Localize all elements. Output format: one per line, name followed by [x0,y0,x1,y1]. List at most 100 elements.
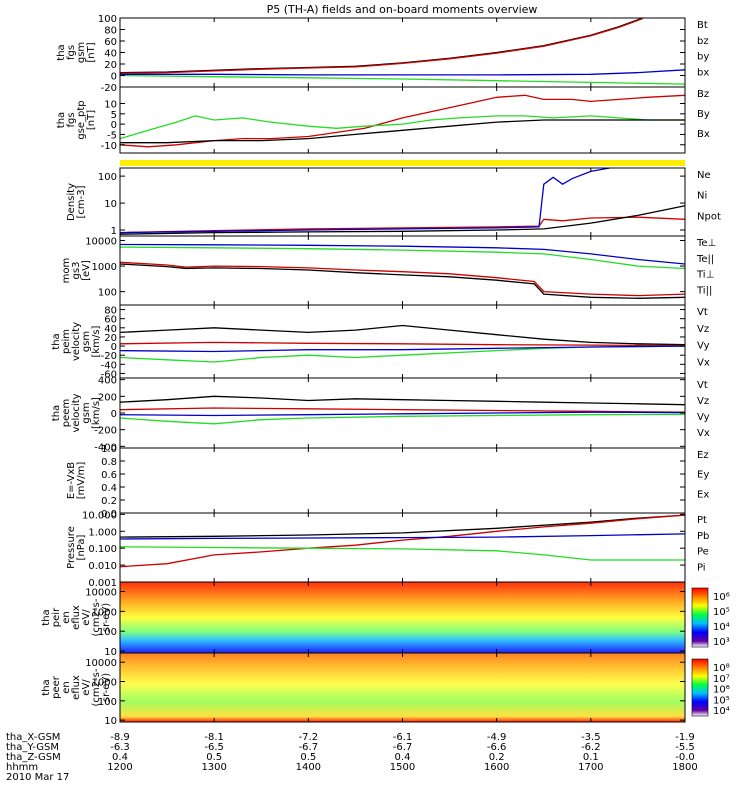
x-row-value: 0.5 [300,752,316,763]
y-tick-label: -40 [101,360,117,371]
colorbar-label: 10⁴ [713,706,730,717]
y-label-line: gsm [76,42,87,63]
x-row-value: 0.4 [112,752,128,763]
x-row-value: 1800 [672,762,697,773]
series-line-Pb [119,514,686,568]
y-label-line: E=-VxB [66,462,77,499]
series-line-Bz [119,94,686,148]
colorbar-label: 10⁵ [713,695,730,706]
y-axis-label: tha fgs gsm [nT] [56,42,97,63]
heatmap-spectrogram [120,582,685,653]
panel-2 [120,160,685,166]
x-row-value: -3.5 [581,732,601,743]
series-line-bz [119,17,643,74]
y-label-line: peer [51,675,62,699]
y-tick-label: 10 [104,647,117,658]
y-axis-label: mom gs3 [eV] [61,258,92,284]
x-row-label: hhmm [6,762,38,773]
y-axis-label: tha peer en eflux eV/(cm2-s-sr-eV) [41,668,112,706]
x-row-value: 1500 [390,762,415,773]
series-line-Vt [119,324,686,346]
panel-frame [119,304,686,379]
x-row-value: 0.2 [489,752,505,763]
y-label-line: tha [41,609,52,625]
x-row-value: 1600 [484,762,509,773]
y-tick-label: -60 [101,369,117,380]
series-line-Te⊥ [119,261,686,297]
y-tick-label: 0 [111,409,117,420]
y-tick-label: 400 [98,376,117,387]
y-tick-label: 100 [98,288,117,299]
colorbar-label: 10⁷ [713,674,730,685]
colorbar [691,658,709,717]
x-row-value: -6.6 [487,742,507,753]
series-line-Vx [119,345,686,353]
y-label-line: [nT] [86,42,97,62]
y-axis-label: Pressure [nPa] [66,526,87,569]
x-row-label: tha_X-GSM [6,732,60,743]
y-label-line: eV/ [81,679,92,696]
y-tick-label: -20 [101,83,117,94]
y-label-line: Density [66,183,77,221]
y-label-line: velocity [71,322,82,361]
x-row-label: tha_Z-GSM [6,752,61,763]
legend-entry-Vt: Vt [697,307,708,318]
panel-frame [119,167,686,237]
x-row-value: 1400 [296,762,321,773]
y-tick-label: 20 [104,60,117,71]
series-line-Pt [119,514,686,538]
y-tick-label: 1000 [92,607,117,618]
y-axis-label: tha fgs gse_ptp [nT] [56,100,97,139]
series-line-Pi [119,533,686,540]
colorbar-label: 10⁵ [713,607,730,618]
y-tick-label: 10 [104,716,117,727]
panel-9: 10⁶ 10⁵ 10⁴ 10³ 10000 1000 100 10 tha peir en eflux… [41,581,730,658]
legend-entry-Pb: Pb [697,531,709,542]
y-label-line: en [61,681,72,694]
y-tick-label: 80 [104,306,117,317]
x-row-value: 0.1 [583,752,599,763]
series-line-Vy [119,345,686,363]
series-line-Vz [119,341,686,347]
y-axis-label: tha peem velocity gsm [km/s] [51,393,102,432]
legend-entry-Vx: Vx [697,357,710,368]
x-row-value: -6.7 [299,742,319,753]
series-line-Bx [120,119,685,144]
colorbar-label: 10³ [713,637,730,648]
y-tick-label: 0.0 [101,509,117,520]
y-label-line: gs3 [71,262,82,280]
x-date-label: 2010 Mar 17 [6,772,69,783]
x-row-value: -6.5 [204,742,224,753]
y-tick-label: 0 [111,72,117,83]
y-label-line: peir [51,607,62,627]
y-tick-label: 0 [111,342,117,353]
colorbar-label: 10⁴ [713,622,730,633]
legend-entry-by: by [697,52,709,63]
y-axis-label: tha peir en eflux eV/(cm2-s-sr-eV) [41,598,112,636]
y-axis-label: E=-VxB [mV/m] [66,462,87,500]
legend-entry-Ne: Ne [697,170,711,181]
y-tick-label: 1 [111,226,117,237]
y-tick-label: 10000 [85,237,117,248]
y-label-line: [nT] [86,110,97,130]
y-tick-label: -10 [101,141,117,152]
flag-band [120,160,685,166]
y-label-line: gse_ptp [76,100,87,139]
y-label-line: (cm2-s- [91,668,102,706]
heatmap-spectrogram [120,653,685,722]
legend-entry-Npot: Npot [697,211,721,222]
y-tick-label: 100 [98,172,117,183]
y-label-line: [mV/m] [76,462,87,500]
legend-entry-Pt: Pt [697,515,707,526]
x-row-value: 1200 [107,762,132,773]
y-label-line: velocity [71,393,82,432]
y-axis-label: tha peim velocity gsm [km/s] [51,322,102,361]
legend-entry-Ti⊥: Ti⊥ [696,270,714,281]
y-label-line: mom [61,258,72,284]
y-tick-label: 100 [98,627,117,638]
series-line-Te|| [119,263,686,299]
legend-entry-Vx: Vx [697,428,710,439]
y-label-line: tha [51,333,62,349]
